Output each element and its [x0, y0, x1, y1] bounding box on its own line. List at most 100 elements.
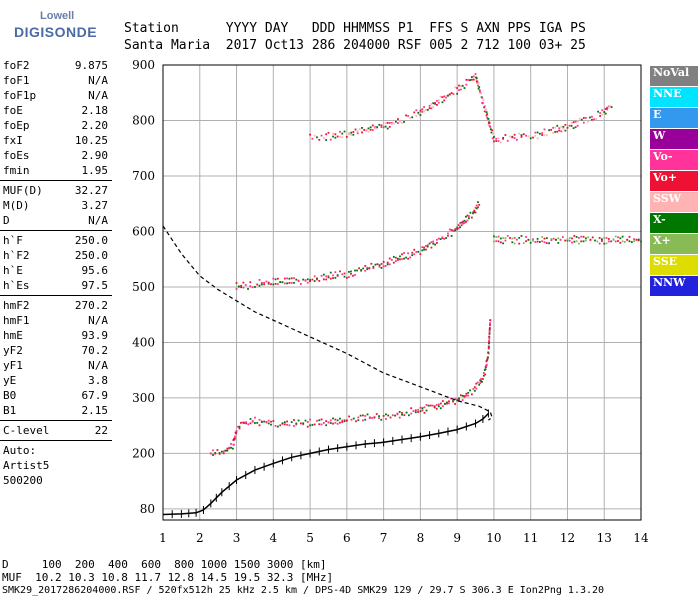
trace-point	[465, 83, 468, 86]
trace-point	[459, 226, 461, 229]
trace-point	[484, 368, 487, 371]
trace-point	[382, 415, 385, 417]
trace-point	[343, 272, 346, 275]
trace-point	[279, 424, 282, 427]
trace-point	[362, 419, 364, 422]
trace-point	[249, 418, 252, 420]
trace-point	[336, 274, 339, 277]
trace-point	[488, 341, 491, 343]
trace-point	[480, 92, 482, 95]
trace-point	[435, 407, 438, 410]
trace-point	[467, 394, 470, 397]
trace-point	[222, 450, 225, 453]
trace-point	[470, 76, 473, 79]
trace-point	[288, 277, 291, 280]
trace-point	[475, 204, 478, 207]
trace-point	[606, 108, 609, 111]
trace-point	[352, 133, 355, 136]
trace-point	[499, 241, 502, 244]
param-name: B0	[3, 389, 17, 402]
trace-point	[612, 238, 615, 241]
trace-point	[356, 130, 359, 133]
trace-point	[513, 133, 516, 136]
trace-point	[277, 425, 279, 428]
trace-point	[428, 242, 431, 245]
trace-point	[350, 133, 353, 136]
trace-point	[490, 131, 493, 134]
trace-point	[485, 363, 488, 366]
trace-point	[238, 427, 241, 430]
footer: D 100 200 400 600 800 1000 1500 3000 [km…	[2, 558, 604, 597]
x-tick-label: 10	[486, 531, 501, 545]
param-row: hmF2 270.2	[0, 298, 112, 313]
trace-point	[226, 447, 229, 450]
trace-point	[560, 130, 563, 133]
trace-point	[267, 419, 270, 422]
trace-point	[240, 284, 243, 287]
trace-point	[434, 243, 436, 246]
param-row: yF1 N/A	[0, 358, 112, 373]
trace-point	[520, 134, 523, 136]
trace-point	[360, 269, 363, 271]
param-name: MUF(D)	[3, 184, 43, 197]
trace-point	[368, 417, 371, 420]
trace-point	[604, 108, 607, 110]
legend-item: SSW	[650, 192, 698, 212]
trace-point	[212, 454, 214, 456]
trace-point	[359, 414, 362, 417]
legend-item: NoVal	[650, 66, 698, 86]
trace-point	[446, 401, 448, 404]
trace-point	[234, 437, 236, 440]
trace-point	[557, 237, 560, 240]
trace-point	[290, 277, 293, 280]
trace-point	[436, 238, 438, 241]
trace-point	[493, 136, 495, 138]
trace-point	[463, 395, 466, 398]
trace-point	[374, 126, 376, 129]
trace-point	[265, 421, 268, 424]
trace-point	[589, 238, 592, 241]
trace-point	[488, 330, 491, 333]
trace-point	[378, 264, 381, 267]
trace-point	[478, 90, 481, 93]
trace-point	[277, 283, 279, 285]
param-row: foE 2.18	[0, 103, 112, 118]
trace-point	[492, 133, 495, 135]
trace-point	[472, 212, 474, 215]
param-row: h`E 95.6	[0, 263, 112, 278]
param-row: M(D) 3.27	[0, 198, 112, 213]
header-line2: Santa Maria 2017 Oct13 286 204000 RSF 00…	[124, 38, 586, 53]
trace-point	[610, 240, 613, 243]
trace-point	[448, 402, 450, 405]
trace-point	[384, 265, 387, 267]
trace-point	[369, 128, 372, 131]
trace-point	[431, 404, 434, 407]
trace-point	[441, 405, 444, 408]
logo-line1: Lowell	[40, 10, 75, 22]
trace-point	[334, 136, 337, 139]
trace-point	[448, 93, 451, 96]
trace-point	[436, 242, 438, 244]
trace-point	[525, 236, 527, 238]
trace-point	[502, 237, 505, 239]
trace-point	[272, 283, 275, 286]
trace-point	[448, 400, 450, 403]
param-row: foEp 2.20	[0, 118, 112, 133]
trace-point	[362, 267, 365, 270]
trace-point	[336, 422, 339, 425]
trace-point	[485, 111, 488, 114]
trace-point	[545, 242, 548, 244]
trace-point	[447, 94, 449, 97]
trace-point	[228, 446, 231, 449]
trace-point	[499, 141, 502, 144]
trace-point	[461, 399, 464, 401]
trace-point	[401, 413, 403, 416]
trace-point	[473, 209, 476, 212]
trace-point	[485, 364, 488, 367]
trace-point	[390, 122, 393, 125]
trace-point	[558, 127, 561, 130]
trace-point	[456, 226, 459, 229]
trace-point	[242, 286, 245, 289]
trace-point	[332, 422, 334, 425]
trace-point	[624, 241, 626, 243]
